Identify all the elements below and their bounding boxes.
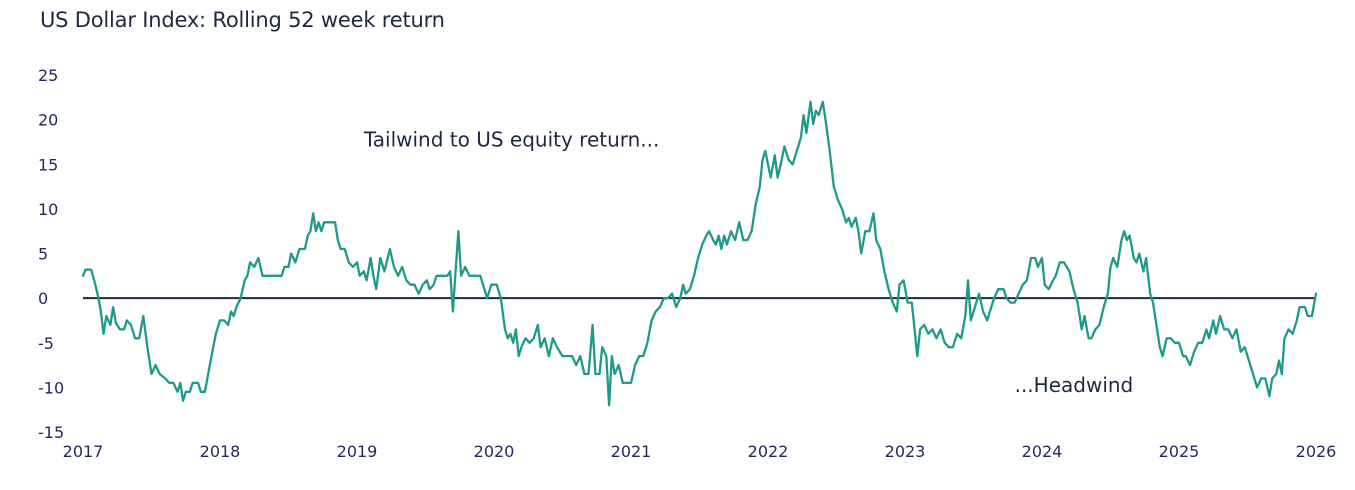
- x-tick-label: 2022: [748, 442, 789, 461]
- y-tick-label: 0: [38, 289, 48, 308]
- y-tick-label: -15: [38, 423, 64, 442]
- x-tick-label: 2025: [1159, 442, 1200, 461]
- chart-annotations: Tailwind to US equity return... ...Headwi…: [363, 127, 1133, 396]
- x-tick-label: 2018: [200, 442, 241, 461]
- x-axis-ticks: 2017 2018 2019 2020 2021 2022 2023 2024 2025 2026: [63, 442, 1337, 461]
- y-tick-label: -5: [38, 334, 54, 353]
- x-tick-label: 2021: [611, 442, 652, 461]
- annotation-text: Tailwind to US equity return...: [363, 127, 660, 151]
- chart-title: US Dollar Index: Rolling 52 week return: [40, 8, 445, 32]
- x-tick-label: 2024: [1022, 442, 1063, 461]
- y-tick-label: -10: [38, 378, 64, 397]
- x-tick-label: 2023: [885, 442, 926, 461]
- y-tick-label: 5: [38, 245, 48, 264]
- y-tick-label: 25: [38, 66, 58, 85]
- annotation-text: ...Headwind: [1015, 373, 1134, 397]
- x-tick-label: 2019: [337, 442, 378, 461]
- x-tick-label: 2026: [1296, 442, 1337, 461]
- y-tick-label: 15: [38, 155, 58, 174]
- x-tick-label: 2017: [63, 442, 104, 461]
- y-tick-label: 10: [38, 200, 58, 219]
- x-tick-label: 2020: [474, 442, 515, 461]
- y-axis-ticks: 25 20 15 10 5 0 -5 -10 -15: [38, 66, 64, 442]
- y-tick-label: 20: [38, 111, 58, 130]
- series-line-dollar-index-return: [81, 100, 1318, 407]
